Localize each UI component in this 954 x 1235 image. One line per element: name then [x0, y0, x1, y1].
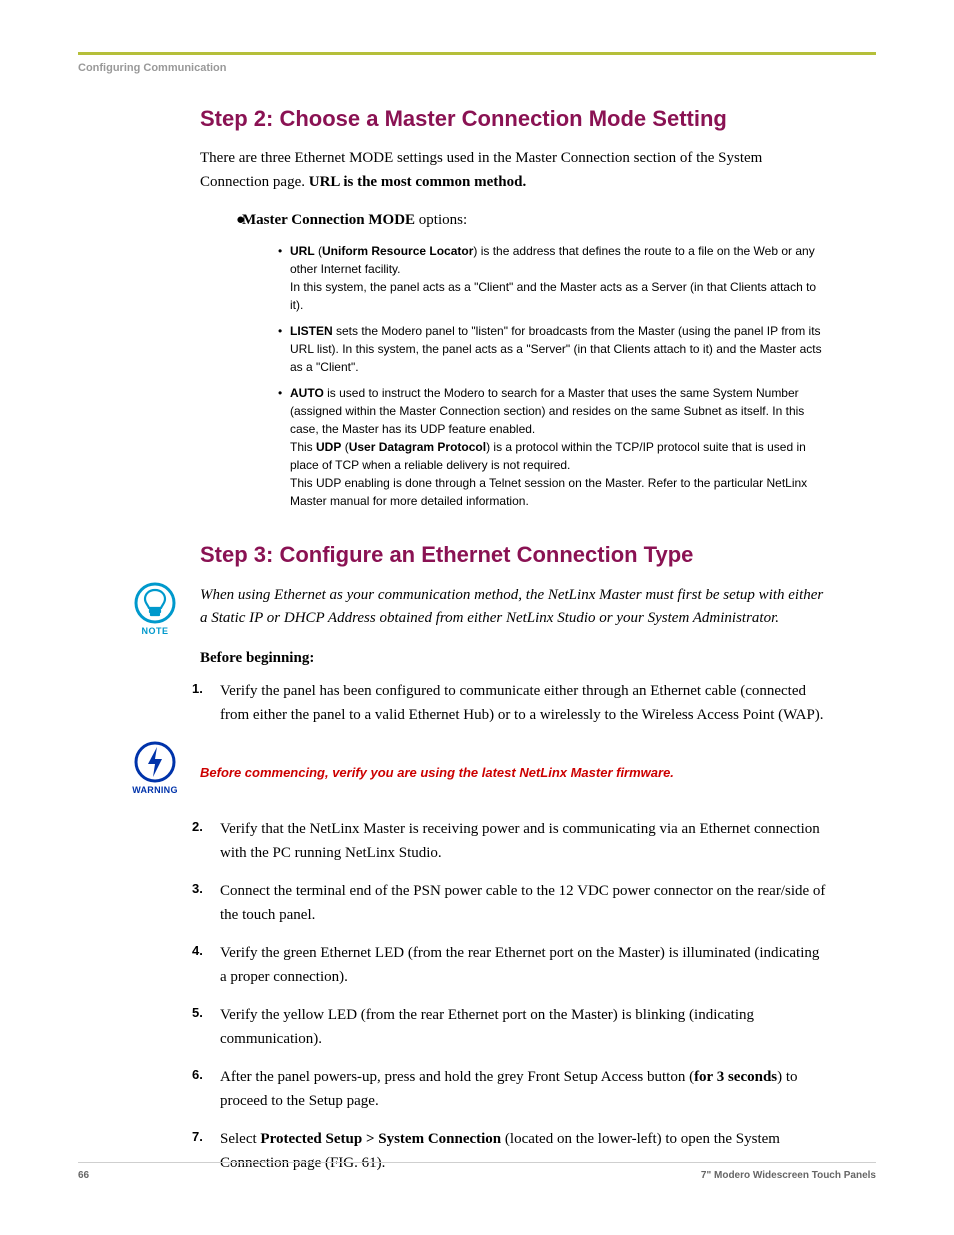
top-accent-border [78, 52, 876, 55]
list-body: Verify that the NetLinx Master is receiv… [216, 817, 828, 865]
li6-bold: for 3 seconds [694, 1069, 777, 1085]
chapter-title: Configuring Communication [78, 62, 226, 74]
sub-bullet-url: • URL (Uniform Resource Locator) is the … [278, 242, 828, 314]
step2-heading: Step 2: Choose a Master Connection Mode … [200, 106, 828, 132]
list-number: 1. [192, 679, 216, 727]
list-item-2: 2. Verify that the NetLinx Master is rec… [200, 817, 828, 865]
step2-intro: There are three Ethernet MODE settings u… [200, 146, 828, 194]
listen-label: LISTEN [290, 324, 333, 338]
auto-udp-b2: User Datagram Protocol [349, 440, 486, 454]
list-body: After the panel powers-up, press and hol… [216, 1065, 828, 1113]
list-body: Verify the green Ethernet LED (from the … [216, 941, 828, 989]
note-bulb-icon [134, 582, 176, 624]
li7-bold: Protected Setup > System Connection [260, 1131, 501, 1147]
note-label: NOTE [110, 626, 200, 636]
footer-rule [78, 1162, 876, 1163]
list-item-3: 3. Connect the terminal end of the PSN p… [200, 879, 828, 927]
footer-title: 7" Modero Widescreen Touch Panels [701, 1170, 876, 1181]
bullet-icon: • [278, 242, 290, 314]
warning-text: Before commencing, verify you are using … [200, 757, 828, 780]
url-paren: Uniform Resource Locator [322, 244, 473, 258]
list-body: Verify the panel has been configured to … [216, 679, 828, 727]
list-body: Verify the yellow LED (from the rear Eth… [216, 1003, 828, 1051]
list-item-6: 6. After the panel powers-up, press and … [200, 1065, 828, 1113]
warning-label: WARNING [110, 785, 200, 795]
list-number: 7. [192, 1127, 216, 1175]
auto-label: AUTO [290, 386, 324, 400]
list-number: 5. [192, 1003, 216, 1051]
warning-bolt-icon [134, 741, 176, 783]
auto-udp-b1: UDP [316, 440, 341, 454]
list-number: 2. [192, 817, 216, 865]
li6-pre: After the panel powers-up, press and hol… [220, 1069, 694, 1085]
list-body: Connect the terminal end of the PSN powe… [216, 879, 828, 927]
note-text: When using Ethernet as your communicatio… [200, 582, 828, 629]
url-text2: In this system, the panel acts as a "Cli… [290, 280, 816, 312]
url-label: URL [290, 244, 315, 258]
li7-pre: Select [220, 1131, 260, 1147]
warn-icon-col: WARNING [110, 741, 200, 795]
list-item-4: 4. Verify the green Ethernet LED (from t… [200, 941, 828, 989]
list-item-7: 7. Select Protected Setup > System Conne… [200, 1127, 828, 1175]
bullet-icon: ● [200, 208, 236, 232]
note-icon-col: NOTE [110, 582, 200, 636]
listen-body: sets the Modero panel to "listen" for br… [290, 324, 822, 374]
main-content: Step 2: Choose a Master Connection Mode … [200, 106, 828, 1189]
bullet-icon: • [278, 384, 290, 510]
auto-text: AUTO is used to instruct the Modero to s… [290, 384, 828, 510]
sub-bullet-listen: • LISTEN sets the Modero panel to "liste… [278, 322, 828, 376]
page: Configuring Communication Step 2: Choose… [0, 0, 954, 1235]
auto-body3: This UDP enabling is done through a Teln… [290, 476, 807, 508]
step2-intro-bold: URL is the most common method. [309, 174, 527, 190]
page-number: 66 [78, 1170, 89, 1181]
list-item-5: 5. Verify the yellow LED (from the rear … [200, 1003, 828, 1051]
options-post: options: [415, 212, 467, 228]
warning-callout: WARNING Before commencing, verify you ar… [110, 741, 828, 795]
list-number: 4. [192, 941, 216, 989]
before-beginning: Before beginning: [200, 650, 828, 667]
sub-bullet-auto: • AUTO is used to instruct the Modero to… [278, 384, 828, 510]
step2-options-bullet: ● Master Connection MODE options: [200, 208, 828, 232]
auto-udp-mid: ( [341, 440, 348, 454]
list-number: 6. [192, 1065, 216, 1113]
bullet-body: Master Connection MODE options: [236, 208, 828, 232]
step3-heading: Step 3: Configure an Ethernet Connection… [200, 542, 828, 568]
note-callout: NOTE When using Ethernet as your communi… [110, 582, 828, 636]
bullet-icon: • [278, 322, 290, 376]
url-text: URL (Uniform Resource Locator) is the ad… [290, 242, 828, 314]
list-number: 3. [192, 879, 216, 927]
auto-udp-pre: This [290, 440, 316, 454]
options-label: Master Connection MODE [242, 212, 415, 228]
list-body: Select Protected Setup > System Connecti… [216, 1127, 828, 1175]
list-item-1: 1. Verify the panel has been configured … [200, 679, 828, 727]
listen-text: LISTEN sets the Modero panel to "listen"… [290, 322, 828, 376]
auto-body1: is used to instruct the Modero to search… [290, 386, 804, 436]
